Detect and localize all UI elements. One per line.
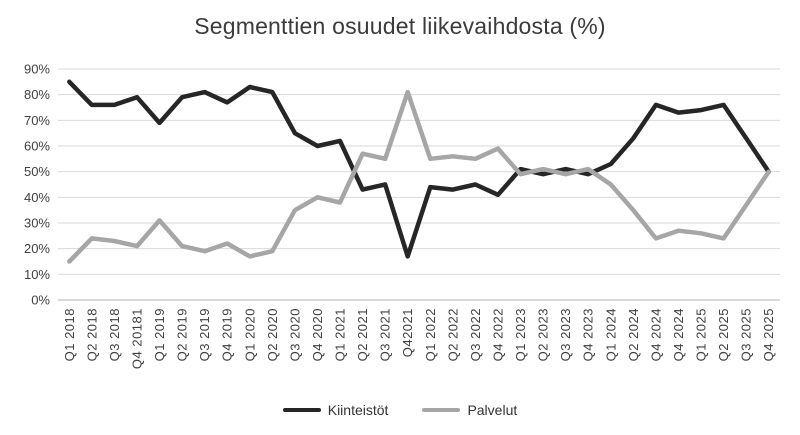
x-tick-label-11: Q4 2020: [310, 308, 325, 361]
x-tick-label-6: Q3 2019: [197, 308, 212, 361]
x-tick-label-31: Q4 2025: [761, 308, 776, 361]
x-tick-label-17: Q2 2022: [445, 308, 460, 361]
x-tick-label-21: Q2 2023: [536, 308, 551, 361]
y-tick-label-10: 10%: [24, 267, 50, 282]
x-tick-label-10: Q3 2020: [287, 308, 302, 361]
x-tick-label-9: Q2 2020: [265, 308, 280, 361]
series-line-palvelut: [67, 89, 771, 264]
x-tick-label-5: Q2 2019: [175, 308, 190, 361]
x-tick-label-26: Q4 2024: [648, 308, 663, 361]
chart-title: Segmenttien osuudet liikevaihdosta (%): [194, 13, 606, 39]
x-tick-label-13: Q2 2021: [355, 308, 370, 361]
legend-label-kiinteistot: Kiinteistöt: [327, 402, 389, 418]
x-tick-label-29: Q2 2025: [716, 308, 731, 361]
y-tick-label-20: 20%: [24, 241, 50, 256]
x-tick-label-22: Q3 2023: [558, 308, 573, 361]
y-tick-label-30: 30%: [24, 216, 50, 231]
line-chart: 0% 10% 20% 30% 40% 50% 60% 70% 80% 90% Q1 2018 Q2 2…: [24, 62, 780, 369]
x-tick-label-19: Q4 2022: [490, 308, 505, 361]
x-tick-label-27: Q4 2024: [671, 308, 686, 361]
x-tick-label-18: Q3 2022: [468, 308, 483, 361]
y-tick-label-0: 0%: [31, 293, 50, 308]
x-tick-label-15: Q42021: [400, 308, 415, 357]
y-tick-label-80: 80%: [24, 87, 50, 102]
kiinteistot-line-swatch-icon: [282, 407, 321, 413]
y-tick-label-40: 40%: [24, 190, 50, 205]
x-tick-label-8: Q1 2020: [242, 308, 257, 361]
x-tick-label-24: Q1 2024: [603, 308, 618, 361]
y-tick-label-70: 70%: [24, 113, 50, 128]
x-tick-label-23: Q4 2023: [581, 308, 596, 361]
x-tick-label-25: Q2 2024: [626, 308, 641, 361]
x-tick-label-28: Q1 2025: [694, 308, 709, 361]
y-tick-label-50: 50%: [24, 164, 50, 179]
x-tick-label-30: Q3 2025: [739, 308, 754, 361]
series-line-kiinteistot: [67, 79, 771, 259]
x-tick-label-3: Q4 20181: [129, 308, 144, 369]
x-tick-label-0: Q1 2018: [62, 308, 77, 361]
x-tick-label-16: Q1 2022: [423, 308, 438, 361]
x-tick-label-1: Q2 2018: [84, 308, 99, 361]
y-tick-label-90: 90%: [24, 62, 50, 77]
chart-legend: Kiinteistöt Palvelut: [0, 398, 800, 422]
x-tick-label-12: Q1 2021: [333, 308, 348, 361]
x-tick-label-20: Q1 2023: [513, 308, 528, 361]
legend-label-palvelut: Palvelut: [467, 402, 518, 418]
legend-item-palvelut: Palvelut: [422, 402, 517, 418]
x-tick-label-2: Q3 2018: [107, 308, 122, 361]
x-tick-label-7: Q4 2019: [220, 308, 235, 361]
x-tick-label-14: Q3 2021: [378, 308, 393, 361]
x-tick-label-4: Q1 2019: [152, 308, 167, 361]
palvelut-line-swatch-icon: [422, 407, 461, 413]
y-tick-label-60: 60%: [24, 139, 50, 154]
legend-item-kiinteistot: Kiinteistöt: [282, 402, 389, 418]
